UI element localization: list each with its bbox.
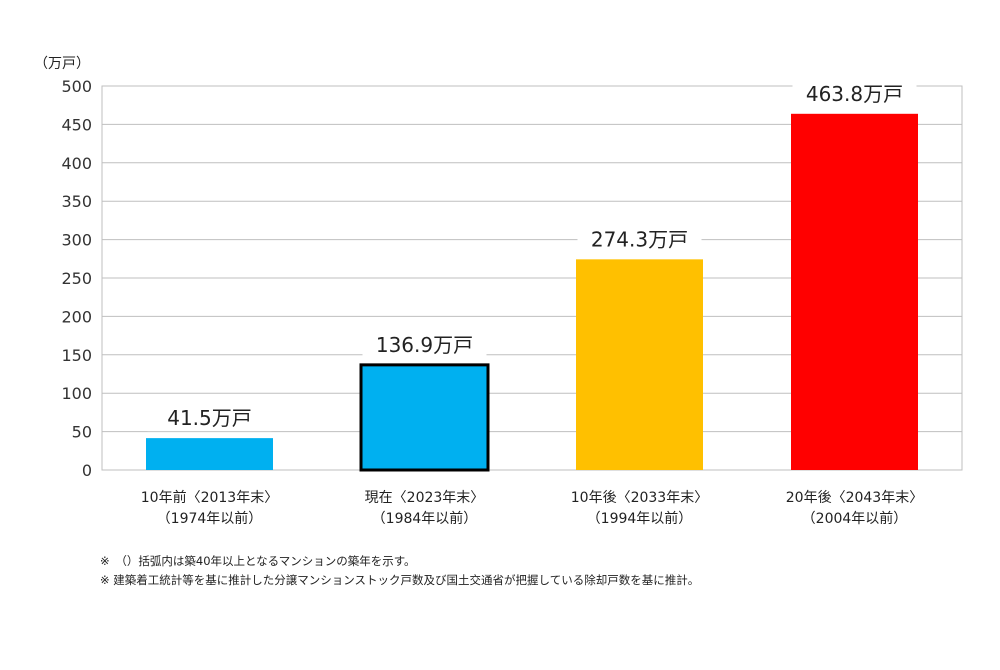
data-label: 41.5万戸: [167, 406, 252, 430]
data-label: 274.3万戸: [591, 227, 688, 251]
x-tick-label: 現在〈2023年末〉: [365, 490, 485, 506]
y-tick-label: 0: [82, 461, 92, 480]
x-tick-sublabel: （1974年以前）: [157, 510, 263, 527]
y-tick-label: 100: [61, 384, 92, 403]
x-tick-sublabel: （1994年以前）: [587, 510, 693, 527]
bar-chart: 0 50 100 150 200 250 300 350 400 450 500 41.5万戸 10年前…: [34, 56, 963, 527]
data-label-background: [147, 403, 272, 432]
bar: [576, 259, 703, 470]
y-tick-label: 200: [61, 307, 92, 326]
y-tick-label: 400: [61, 154, 92, 173]
footnote-2: ※ 建築着工統計等を基に推計した分譲マンションストック戸数及び国土交通省が把握し…: [100, 573, 700, 587]
y-tick-label: 50: [72, 423, 92, 442]
bar: [791, 113, 918, 470]
y-tick-label: 450: [61, 115, 92, 134]
y-tick-label: 300: [61, 231, 92, 250]
data-label: 463.8万戸: [806, 82, 903, 106]
y-tick-label: 500: [61, 77, 92, 96]
y-tick-label: 350: [61, 192, 92, 211]
y-axis-unit-label: （万戸）: [34, 56, 90, 72]
x-tick-sublabel: （2004年以前）: [802, 510, 908, 527]
x-tick-label: 10年前〈2013年末〉: [141, 489, 278, 506]
x-tick-sublabel: （1984年以前）: [372, 510, 478, 527]
y-tick-label: 250: [61, 269, 92, 288]
data-label-background: [577, 224, 702, 253]
data-label-background: [792, 78, 917, 107]
data-label-background: [362, 329, 487, 358]
bar: [146, 438, 273, 470]
bar: [359, 363, 490, 472]
x-tick-label: 20年後〈2043年末〉: [786, 490, 923, 506]
data-label: 136.9万戸: [376, 333, 473, 357]
footnotes: ※ （）括弧内は築40年以上となるマンションの築年を示す。 ※ 建築着工統計等を…: [100, 552, 699, 590]
footnote-1: ※ （）括弧内は築40年以上となるマンションの築年を示す。: [100, 554, 416, 568]
x-tick-label: 10年後〈2033年末〉: [571, 490, 708, 506]
y-tick-label: 150: [61, 346, 92, 365]
